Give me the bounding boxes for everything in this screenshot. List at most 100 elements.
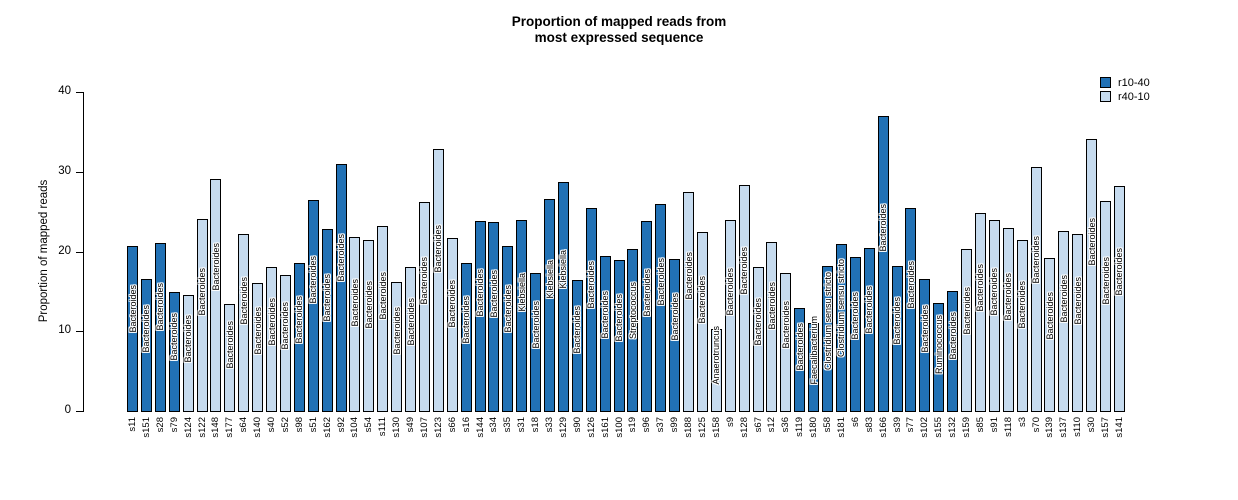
bar-s49 bbox=[405, 266, 416, 412]
bar-taxon-label: Bacteroides bbox=[919, 304, 930, 353]
bar-s96 bbox=[641, 221, 653, 412]
legend-item-r40-10: r40-10 bbox=[1100, 90, 1150, 103]
bar-taxon-label: Bacteroides bbox=[238, 277, 249, 325]
bar-taxon-label: Bacteroides bbox=[488, 269, 499, 318]
y-tick-label: 30 bbox=[58, 164, 71, 177]
bar-taxon-label: Klebsiella bbox=[516, 272, 527, 312]
x-tick-label-s39: s39 bbox=[891, 417, 903, 433]
bar-taxon-label: Bacteroides bbox=[947, 312, 958, 360]
x-tick-label-s102: s102 bbox=[919, 417, 931, 438]
bar-s144 bbox=[474, 221, 486, 412]
bar-s54 bbox=[363, 240, 375, 412]
x-tick-label-s90: s90 bbox=[571, 417, 583, 433]
bar-s79 bbox=[168, 292, 180, 412]
y-tick-mark bbox=[76, 171, 83, 173]
bar-s141 bbox=[1113, 186, 1125, 412]
bar-taxon-label: Bacteroides bbox=[878, 204, 889, 252]
bar-taxon-label: Bacteroides bbox=[224, 320, 235, 369]
x-tick-label-s77: s77 bbox=[905, 417, 917, 433]
y-tick-mark bbox=[76, 92, 83, 93]
bar-s77 bbox=[905, 208, 917, 412]
bar-taxon-label: Bacteroides bbox=[697, 275, 708, 324]
x-tick-label-s83: s83 bbox=[863, 417, 875, 433]
bar-taxon-label: Bacteroides bbox=[725, 268, 736, 316]
bar-taxon-label: Bacteroides bbox=[864, 285, 875, 334]
x-tick-label-s66: s66 bbox=[446, 417, 458, 433]
x-tick-label-s144: s144 bbox=[474, 417, 486, 438]
bar-taxon-label: Bacteroides bbox=[155, 282, 166, 331]
bar-taxon-label: Klebsiella bbox=[544, 259, 555, 299]
y-tick-label: 40 bbox=[58, 85, 71, 97]
x-tick-label-s16: s16 bbox=[460, 417, 472, 433]
bar-s99 bbox=[669, 258, 681, 412]
bar-taxon-label: Bacteroides bbox=[739, 246, 750, 295]
bar-s64 bbox=[238, 233, 250, 412]
x-tick-label-s125: s125 bbox=[696, 417, 708, 438]
bar-s33 bbox=[544, 198, 555, 412]
bar-taxon-label: Faecalibacterium bbox=[808, 316, 819, 385]
bar-taxon-label: Bacteroides bbox=[183, 315, 194, 363]
bar-taxon-label: Bacteroides bbox=[794, 323, 805, 371]
y-tick-label: 0 bbox=[64, 404, 71, 416]
bar-taxon-label: Bacteroides bbox=[655, 258, 666, 306]
x-tick-label-s58: s58 bbox=[822, 417, 833, 433]
bar-taxon-label: Bacteroides bbox=[1031, 235, 1041, 284]
bar-s157 bbox=[1100, 201, 1111, 412]
bar-s18 bbox=[530, 273, 542, 412]
bar-s140 bbox=[252, 282, 264, 412]
bar-taxon-label: Bacteroides bbox=[1072, 277, 1083, 325]
x-tick-label-s188: s188 bbox=[683, 417, 694, 438]
y-tick-mark bbox=[76, 331, 83, 333]
bar-taxon-label: Bacteroides bbox=[850, 291, 861, 340]
x-tick-label-s70: s70 bbox=[1030, 417, 1042, 433]
bar-taxon-label: Bacteroides bbox=[766, 282, 777, 330]
bar-s67 bbox=[752, 266, 764, 412]
x-tick-label-s181: s181 bbox=[835, 417, 847, 438]
legend-item-r10-40: r10-40 bbox=[1100, 76, 1150, 89]
bar-taxon-label: Bacteroides bbox=[336, 233, 346, 282]
bar-taxon-label: Bacteroides bbox=[1114, 247, 1125, 296]
bar-taxon-label: Bacteroides bbox=[322, 274, 333, 322]
bar-s162 bbox=[321, 229, 333, 412]
x-tick-label-s110: s110 bbox=[1072, 417, 1084, 437]
bar-s58 bbox=[822, 265, 833, 412]
bar-s107 bbox=[418, 202, 430, 412]
bar-taxon-label: Bacteroides bbox=[641, 269, 652, 317]
x-tick-label-s129: s129 bbox=[557, 417, 569, 438]
bar-taxon-label: Bacteroides bbox=[669, 292, 680, 341]
x-tick-label-s54: s54 bbox=[363, 417, 375, 433]
bar-s3 bbox=[1016, 239, 1028, 412]
bar-s39 bbox=[891, 265, 903, 412]
bar-taxon-label: Bacteroides bbox=[280, 302, 291, 350]
bar-s123 bbox=[432, 149, 444, 412]
x-tick-label-s123: s123 bbox=[432, 417, 444, 438]
bar-taxon-label: Bacteroides bbox=[586, 261, 597, 309]
x-tick-label-s91: s91 bbox=[988, 417, 1000, 433]
bar-taxon-label: Bacteroides bbox=[127, 284, 138, 333]
x-tick-label-s34: s34 bbox=[488, 417, 500, 433]
bar-s118 bbox=[1002, 227, 1014, 412]
y-tick-label: 20 bbox=[58, 244, 71, 257]
bar-taxon-label: Bacteroides bbox=[210, 243, 221, 291]
bar-taxon-label: Klebsiella bbox=[558, 249, 569, 289]
bar-s181 bbox=[835, 244, 847, 412]
bar-s70 bbox=[1030, 166, 1042, 412]
bar-s34 bbox=[488, 221, 500, 412]
x-tick-label-s180: s180 bbox=[808, 417, 820, 438]
bar-s151 bbox=[140, 278, 152, 412]
bar-taxon-label: Bacteroides bbox=[1100, 256, 1111, 305]
x-tick-label-s52: s52 bbox=[279, 417, 291, 433]
bar-taxon-label: Bacteroides bbox=[433, 224, 444, 273]
x-tick-label-s141: s141 bbox=[1113, 417, 1125, 438]
bar-taxon-label: Bacteroides bbox=[266, 297, 277, 346]
x-tick-label-s104: s104 bbox=[349, 417, 361, 438]
bar-taxon-label: Bacteroides bbox=[447, 279, 458, 328]
x-tick-label-s158: s158 bbox=[710, 417, 722, 438]
x-tick-label-s36: s36 bbox=[780, 417, 792, 433]
bar-s90 bbox=[571, 280, 583, 412]
bar-taxon-label: Bacteroides bbox=[197, 267, 207, 316]
bar-s28 bbox=[154, 242, 166, 412]
bar-taxon-label: Bacteroides bbox=[614, 293, 624, 342]
x-tick-label-s11: s11 bbox=[127, 417, 138, 432]
